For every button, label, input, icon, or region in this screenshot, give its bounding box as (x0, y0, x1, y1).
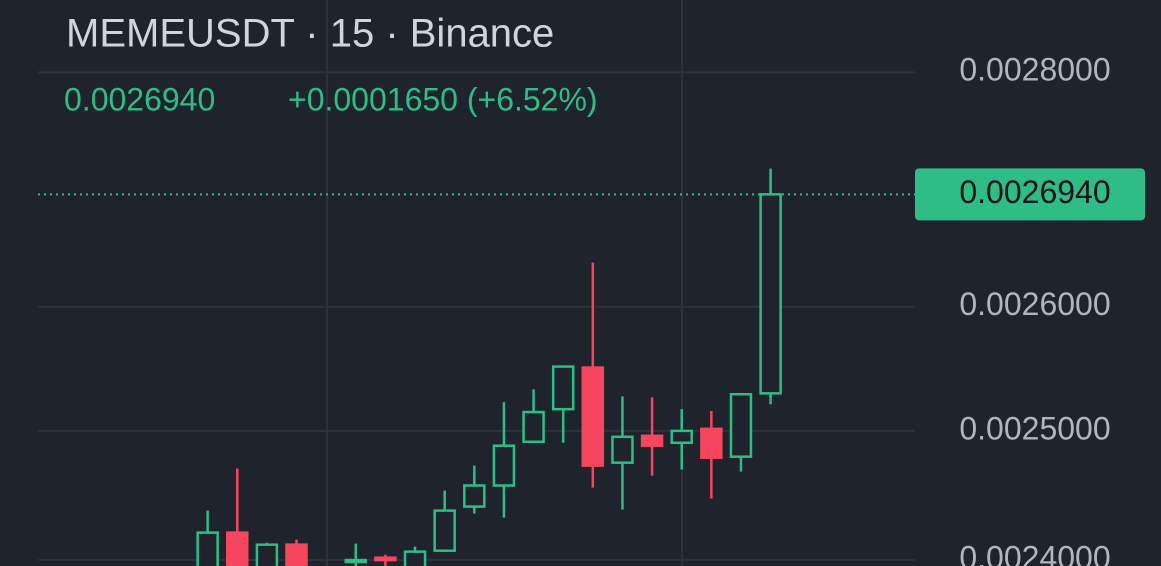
candle-body (255, 543, 279, 566)
candle-body (285, 543, 308, 566)
candle-body (226, 531, 249, 566)
change-text: +0.0001650 (+6.52%) (288, 81, 598, 117)
candle-body (759, 193, 782, 395)
candle-body (374, 556, 397, 562)
y-tick-label: 0.0024000 (959, 540, 1110, 566)
candles (196, 168, 782, 566)
candle-body (581, 366, 605, 467)
candle-body (729, 392, 753, 458)
candle-body (344, 558, 368, 564)
y-tick-label: 0.0025000 (959, 410, 1110, 446)
candle-body (611, 435, 634, 464)
chart-title: MEMEUSDT · 15 · Binance (66, 12, 554, 56)
candle-body (640, 434, 664, 447)
last-price-box (915, 168, 1145, 221)
candle-body (670, 429, 693, 445)
candle-body (551, 365, 575, 411)
y-axis: 0.0028000 0.0026000 0.0025000 0.0024000 0.00… (38, 52, 1145, 566)
candle-body (700, 427, 723, 459)
last-price-label: 0.0026940 (959, 174, 1110, 210)
y-tick-label: 0.0026000 (959, 286, 1110, 322)
last-price-text: 0.0026940 (64, 81, 215, 117)
candle-body (403, 550, 427, 566)
candle-body (196, 531, 219, 566)
candle-body (463, 484, 486, 508)
candle-body (492, 444, 516, 487)
candle-body (522, 410, 545, 444)
y-tick-label: 0.0028000 (959, 52, 1110, 88)
candle-body (433, 509, 456, 552)
